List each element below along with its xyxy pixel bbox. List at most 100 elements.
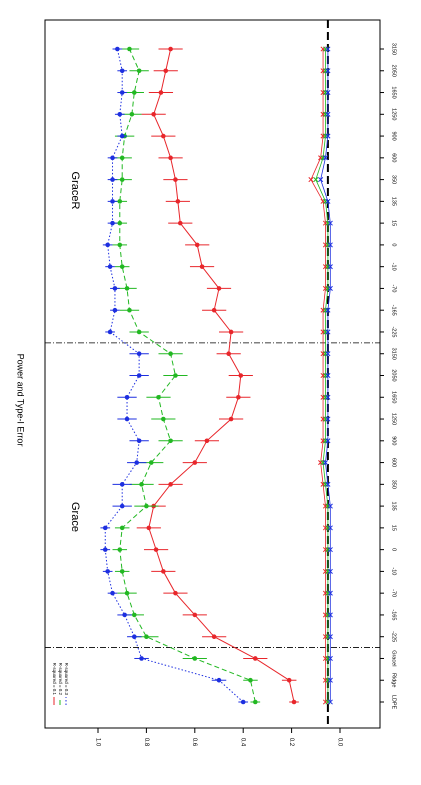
data-point	[105, 569, 110, 574]
category-label: -70	[391, 589, 397, 597]
data-point	[119, 68, 125, 74]
data-point	[124, 286, 130, 291]
data-point	[139, 482, 144, 487]
data-point	[107, 329, 113, 335]
type-one-error-point	[325, 111, 331, 117]
data-point	[136, 373, 142, 378]
data-point	[156, 394, 161, 400]
data-point	[107, 264, 113, 269]
data-point	[129, 112, 135, 117]
data-point	[119, 155, 125, 161]
type-one-error-point	[327, 699, 333, 705]
panel-label: GraceR	[69, 172, 81, 210]
category-label: 900	[391, 436, 397, 445]
category-label: 1650	[391, 86, 397, 98]
category-label: 350	[391, 480, 397, 489]
type-one-error-point	[325, 307, 331, 313]
data-point	[119, 569, 125, 574]
data-point	[112, 307, 118, 313]
data-point	[161, 416, 166, 422]
data-point	[248, 677, 253, 683]
data-point	[110, 590, 115, 596]
data-point	[168, 351, 173, 357]
data-point	[204, 438, 210, 444]
category-label: 0	[391, 548, 397, 551]
data-point	[136, 329, 142, 335]
data-point	[105, 242, 110, 248]
data-point	[238, 373, 244, 378]
category-label: 1250	[391, 108, 397, 120]
type-one-error-point	[327, 242, 333, 248]
data-point	[163, 68, 169, 74]
type-one-error-point	[325, 438, 331, 444]
data-point	[192, 612, 198, 618]
y-tick-label: 0.4	[240, 738, 246, 747]
category-label: Ridge	[391, 673, 397, 687]
data-point	[161, 133, 166, 139]
type-one-error-blue	[318, 46, 333, 705]
category-label: 600	[391, 153, 397, 162]
data-point	[173, 373, 178, 378]
data-point	[134, 460, 140, 465]
data-point	[240, 699, 246, 705]
data-point	[136, 351, 142, 357]
data-point	[110, 177, 115, 182]
type-one-error-point	[318, 177, 324, 183]
type-one-error-point	[308, 177, 314, 183]
data-point	[253, 699, 258, 705]
category-label: -165	[391, 305, 397, 316]
category-label: 1250	[391, 413, 397, 425]
type-one-error-point	[327, 525, 333, 531]
data-point	[117, 220, 123, 226]
type-one-error-point	[325, 198, 331, 204]
type-one-error-point	[327, 568, 333, 574]
y-tick-label: 1.0	[94, 738, 100, 747]
data-point	[168, 482, 173, 487]
data-point	[119, 90, 125, 95]
data-point	[124, 394, 130, 400]
data-point	[119, 133, 125, 139]
data-point	[144, 503, 149, 509]
type-one-error-point	[325, 329, 331, 335]
category-label: 135	[391, 502, 397, 511]
type-one-error-point	[322, 460, 329, 466]
category-label: -165	[391, 609, 397, 620]
category-label: 0	[391, 243, 397, 246]
type-one-error-point	[327, 655, 333, 662]
category-label: 2050	[391, 65, 397, 77]
series-layer	[100, 46, 333, 705]
data-point	[117, 199, 123, 204]
data-point	[228, 329, 234, 335]
data-point	[127, 46, 132, 52]
data-point	[119, 525, 125, 531]
category-label: 350	[391, 175, 397, 184]
data-point	[146, 525, 152, 531]
data-point	[117, 242, 123, 248]
type-one-error-point	[325, 481, 331, 487]
category-label: -10	[391, 567, 397, 575]
data-point	[216, 677, 222, 683]
data-point	[112, 286, 118, 291]
type-one-error-point	[327, 634, 333, 640]
label-layer: Grace GraceR	[69, 172, 81, 532]
y-tick-label: 0.6	[191, 738, 197, 747]
type-one-error-point	[325, 351, 331, 357]
panel-label: Grace	[69, 502, 81, 532]
category-label: 900	[391, 131, 397, 140]
category-label: 600	[391, 458, 397, 467]
series-3	[100, 46, 249, 705]
data-point	[124, 590, 130, 596]
type-one-error-point	[325, 416, 331, 422]
data-point	[144, 634, 149, 639]
category-label: GraceI	[391, 650, 397, 667]
data-point	[175, 199, 181, 204]
legend-label: R-squared = 0.2	[58, 663, 63, 696]
type-one-error-point	[325, 133, 331, 139]
category-label: 2050	[391, 369, 397, 381]
data-point	[115, 46, 120, 52]
data-point	[168, 155, 173, 161]
data-point	[119, 264, 125, 269]
plot-frame	[44, 19, 381, 729]
category-label: 1650	[391, 391, 397, 403]
legend-box	[50, 665, 78, 709]
